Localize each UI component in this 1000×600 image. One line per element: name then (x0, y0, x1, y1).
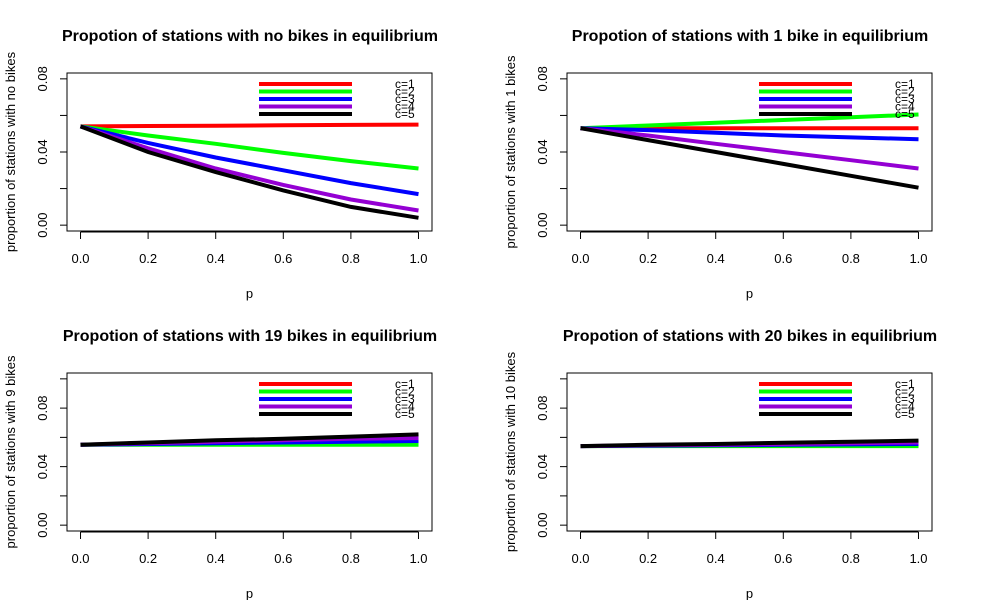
plot-frame (66, 72, 433, 232)
series-line-c1 (80, 122, 419, 129)
series-line-c3 (80, 124, 419, 197)
legend: c=1c=2c=3c=4c=5 (759, 77, 915, 121)
x-tick-label: 0.0 (571, 251, 589, 266)
y-tick-label: 0.08 (535, 66, 550, 91)
panel-4: Propotion of stations with 20 bikes in e… (503, 328, 937, 600)
x-tick-label: 0.0 (571, 551, 589, 566)
legend-label-c5: c=5 (395, 407, 415, 421)
x-tick-label: 0.8 (842, 251, 860, 266)
series-line-c2 (80, 124, 419, 171)
legend-label-c1: c=1 (395, 377, 415, 391)
series-line-c4 (79, 124, 419, 213)
legend-label-c1: c=1 (895, 77, 915, 91)
y-tick-label: 0.04 (535, 454, 550, 479)
chart-title: Propotion of stations with 20 bikes in e… (563, 328, 937, 345)
y-tick-label: 0.08 (35, 66, 50, 91)
legend-label-c2: c=2 (395, 385, 415, 399)
y-tick-label: 0.00 (535, 512, 550, 537)
legend-label-c4: c=4 (895, 100, 915, 114)
legend-label-c3: c=3 (395, 392, 415, 406)
x-tick-label: 0.4 (207, 551, 225, 566)
series-line-c5 (580, 438, 919, 449)
y-axis-label: proportion of stations with 9 bikes (3, 355, 18, 548)
x-tick-label: 0.4 (707, 251, 725, 266)
legend-label-c5: c=5 (895, 407, 915, 421)
y-axis-label: proportion of stations with no bikes (3, 51, 18, 252)
x-tick-label: 1.0 (909, 551, 927, 566)
y-axis-label: proportion of stations with 10 bikes (503, 351, 518, 552)
x-tick-label: 0.0 (71, 551, 89, 566)
y-tick-label: 0.08 (35, 395, 50, 420)
panel-1: Propotion of stations with no bikes in e… (3, 28, 438, 301)
x-tick-label: 0.2 (639, 251, 657, 266)
x-axis-label: p (246, 586, 253, 600)
x-tick-label: 1.0 (909, 251, 927, 266)
chart-title: Propotion of stations with 1 bike in equ… (572, 28, 928, 45)
x-axis-label: p (246, 286, 253, 301)
plot-frame (566, 372, 933, 532)
panel-2: Propotion of stations with 1 bike in equ… (503, 28, 933, 301)
chart-title: Propotion of stations with no bikes in e… (62, 28, 438, 45)
plot-frame (66, 372, 433, 532)
legend-label-c4: c=4 (895, 400, 915, 414)
x-axis-label: p (746, 586, 753, 600)
legend-label-c5: c=5 (895, 107, 915, 121)
x-tick-label: 0.6 (774, 551, 792, 566)
series-line-c5 (80, 432, 419, 447)
series-line-c3 (580, 126, 919, 142)
legend-label-c2: c=2 (395, 85, 415, 99)
legend-label-c1: c=1 (895, 377, 915, 391)
legend: c=1c=2c=3c=4c=5 (759, 377, 915, 421)
legend-label-c2: c=2 (895, 385, 915, 399)
series-line-c5 (580, 126, 919, 190)
x-tick-label: 0.8 (842, 551, 860, 566)
x-axis-label: p (746, 286, 753, 301)
x-tick-label: 0.2 (139, 551, 157, 566)
x-tick-label: 0.2 (139, 251, 157, 266)
legend-label-c3: c=3 (895, 392, 915, 406)
legend-label-c4: c=4 (395, 400, 415, 414)
y-tick-label: 0.04 (35, 454, 50, 479)
y-tick-label: 0.04 (35, 139, 50, 164)
y-tick-label: 0.00 (35, 212, 50, 237)
legend-label-c3: c=3 (895, 92, 915, 106)
x-tick-label: 0.0 (71, 251, 89, 266)
legend: c=1c=2c=3c=4c=5 (259, 77, 415, 121)
y-tick-label: 0.00 (535, 212, 550, 237)
series-line-c2 (580, 112, 919, 131)
series-line-c5 (79, 124, 419, 220)
y-axis-label: proportion of stations with 1 bikes (503, 55, 518, 248)
x-tick-label: 0.8 (342, 551, 360, 566)
y-tick-label: 0.04 (535, 139, 550, 164)
legend-label-c2: c=2 (895, 85, 915, 99)
plot-frame (566, 72, 933, 232)
x-tick-label: 0.4 (707, 551, 725, 566)
legend-label-c3: c=3 (395, 92, 415, 106)
y-tick-label: 0.08 (535, 395, 550, 420)
x-tick-label: 0.6 (774, 251, 792, 266)
y-tick-label: 0.00 (35, 512, 50, 537)
panel-3: Propotion of stations with 19 bikes in e… (3, 328, 437, 600)
legend-label-c1: c=1 (395, 77, 415, 91)
series-line-c4 (580, 126, 919, 171)
legend-label-c5: c=5 (395, 107, 415, 121)
legend: c=1c=2c=3c=4c=5 (259, 377, 415, 421)
x-tick-label: 0.2 (639, 551, 657, 566)
legend-label-c4: c=4 (395, 100, 415, 114)
chart-title: Propotion of stations with 19 bikes in e… (63, 328, 437, 345)
x-tick-label: 0.6 (274, 251, 292, 266)
x-tick-label: 0.8 (342, 251, 360, 266)
x-tick-label: 1.0 (409, 251, 427, 266)
x-tick-label: 0.6 (274, 551, 292, 566)
x-tick-label: 1.0 (409, 551, 427, 566)
x-tick-label: 0.4 (207, 251, 225, 266)
